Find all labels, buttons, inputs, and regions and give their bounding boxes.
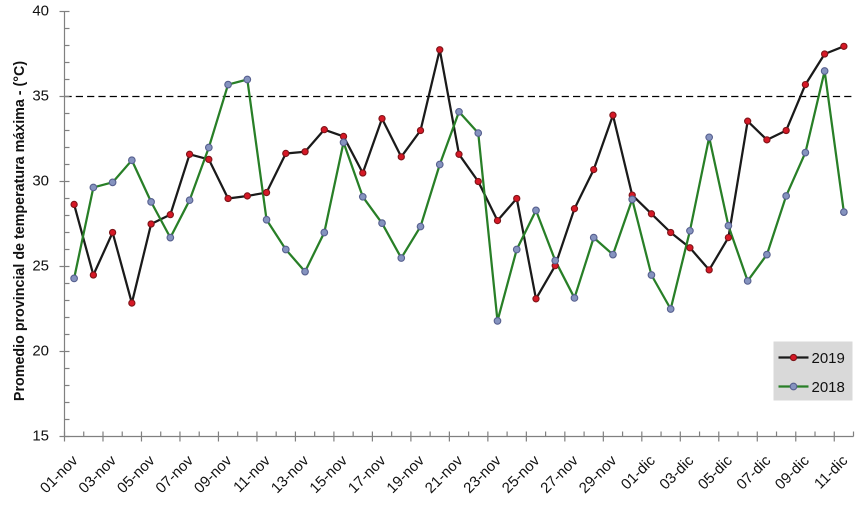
svg-text:35: 35 [32, 87, 49, 104]
svg-text:Promedio provincial de tempera: Promedio provincial de temperatura máxim… [12, 61, 28, 401]
svg-text:2018: 2018 [812, 379, 845, 396]
svg-text:40: 40 [32, 2, 49, 19]
svg-text:20: 20 [32, 342, 49, 359]
svg-text:25: 25 [32, 257, 49, 274]
svg-text:2019: 2019 [812, 350, 845, 367]
svg-text:30: 30 [32, 172, 49, 189]
svg-text:15: 15 [32, 427, 49, 444]
